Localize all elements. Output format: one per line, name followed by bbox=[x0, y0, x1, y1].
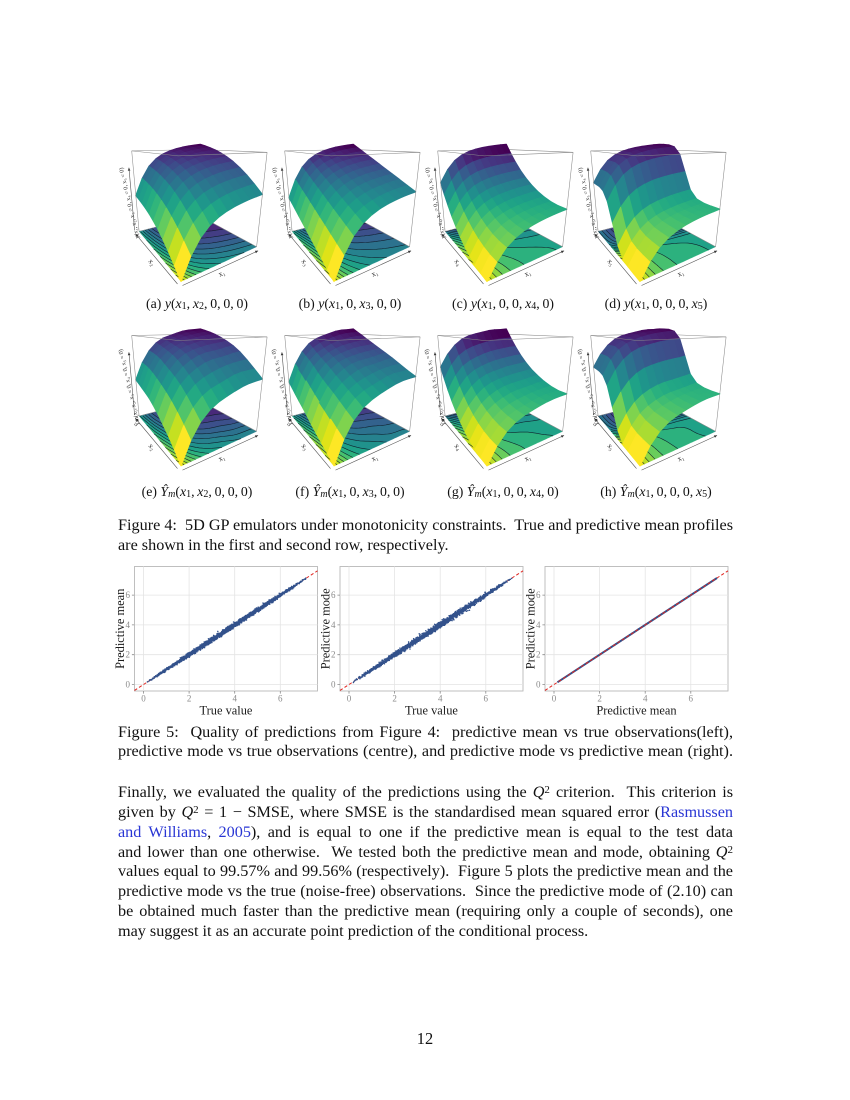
svg-text:6: 6 bbox=[484, 694, 489, 704]
svg-text:2: 2 bbox=[331, 650, 336, 660]
svg-text:0: 0 bbox=[347, 694, 352, 704]
svg-text:2: 2 bbox=[187, 694, 192, 704]
svg-text:x₁: x₁ bbox=[217, 452, 227, 463]
svg-text:4: 4 bbox=[232, 694, 237, 704]
svg-text:0: 0 bbox=[552, 694, 557, 704]
svg-text:2: 2 bbox=[536, 650, 541, 660]
svg-text:Predictive mode: Predictive mode bbox=[319, 588, 333, 669]
svg-text:Ŷm(x₁, x₂, x₃ = 0, x₄ = 0, x₅: Ŷm(x₁, x₂, x₃ = 0, x₄ = 0, x₅ = 0) bbox=[116, 349, 141, 427]
svg-text:4: 4 bbox=[536, 620, 541, 630]
svg-text:4: 4 bbox=[126, 620, 131, 630]
svg-text:2: 2 bbox=[392, 694, 397, 704]
svg-text:Ŷm(x₁, x₃, x₂ = 0, x₄ = 0, x₅: Ŷm(x₁, x₃, x₂ = 0, x₄ = 0, x₅ = 0) bbox=[269, 349, 294, 427]
svg-text:x₂: x₂ bbox=[146, 257, 157, 268]
svg-text:y(x₁, x₂, x₃ = 0, x₄ = 0, x₅ =: y(x₁, x₂, x₃ = 0, x₄ = 0, x₅ = 0) bbox=[118, 167, 141, 239]
svg-text:2: 2 bbox=[597, 694, 602, 704]
svg-text:6: 6 bbox=[331, 590, 336, 600]
svg-text:x₁: x₁ bbox=[370, 452, 380, 463]
svg-text:x₃: x₃ bbox=[299, 257, 310, 268]
svg-text:4: 4 bbox=[643, 694, 648, 704]
svg-text:Predictive mean: Predictive mean bbox=[113, 589, 127, 669]
svg-text:6: 6 bbox=[689, 694, 694, 704]
svg-text:True value: True value bbox=[200, 704, 253, 718]
svg-text:4: 4 bbox=[331, 620, 336, 630]
svg-text:x₁: x₁ bbox=[370, 268, 380, 279]
svg-text:0: 0 bbox=[331, 680, 336, 690]
svg-text:x₁: x₁ bbox=[676, 452, 686, 463]
svg-text:x₁: x₁ bbox=[523, 268, 533, 279]
svg-text:y(x₁, x₃, x₂ = 0, x₄ = 0, x₅ =: y(x₁, x₃, x₂ = 0, x₄ = 0, x₅ = 0) bbox=[271, 167, 294, 239]
svg-text:x₁: x₁ bbox=[523, 452, 533, 463]
svg-text:x₄: x₄ bbox=[452, 441, 463, 452]
svg-text:x₁: x₁ bbox=[217, 268, 227, 279]
svg-text:0: 0 bbox=[126, 680, 131, 690]
svg-text:x₃: x₃ bbox=[299, 441, 310, 452]
svg-text:6: 6 bbox=[126, 590, 131, 600]
svg-text:x₂: x₂ bbox=[146, 441, 157, 452]
svg-text:6: 6 bbox=[536, 590, 541, 600]
svg-text:Predictive mean: Predictive mean bbox=[596, 704, 676, 718]
svg-text:x₁: x₁ bbox=[676, 268, 686, 279]
svg-text:2: 2 bbox=[126, 650, 131, 660]
svg-text:6: 6 bbox=[278, 694, 283, 704]
svg-text:0: 0 bbox=[536, 680, 541, 690]
svg-text:True value: True value bbox=[405, 704, 458, 718]
svg-text:0: 0 bbox=[141, 694, 146, 704]
svg-text:x₅: x₅ bbox=[605, 257, 616, 268]
svg-text:4: 4 bbox=[438, 694, 443, 704]
svg-text:Predictive mode: Predictive mode bbox=[524, 588, 538, 669]
svg-text:x₅: x₅ bbox=[605, 441, 616, 452]
svg-text:x₄: x₄ bbox=[452, 257, 463, 268]
